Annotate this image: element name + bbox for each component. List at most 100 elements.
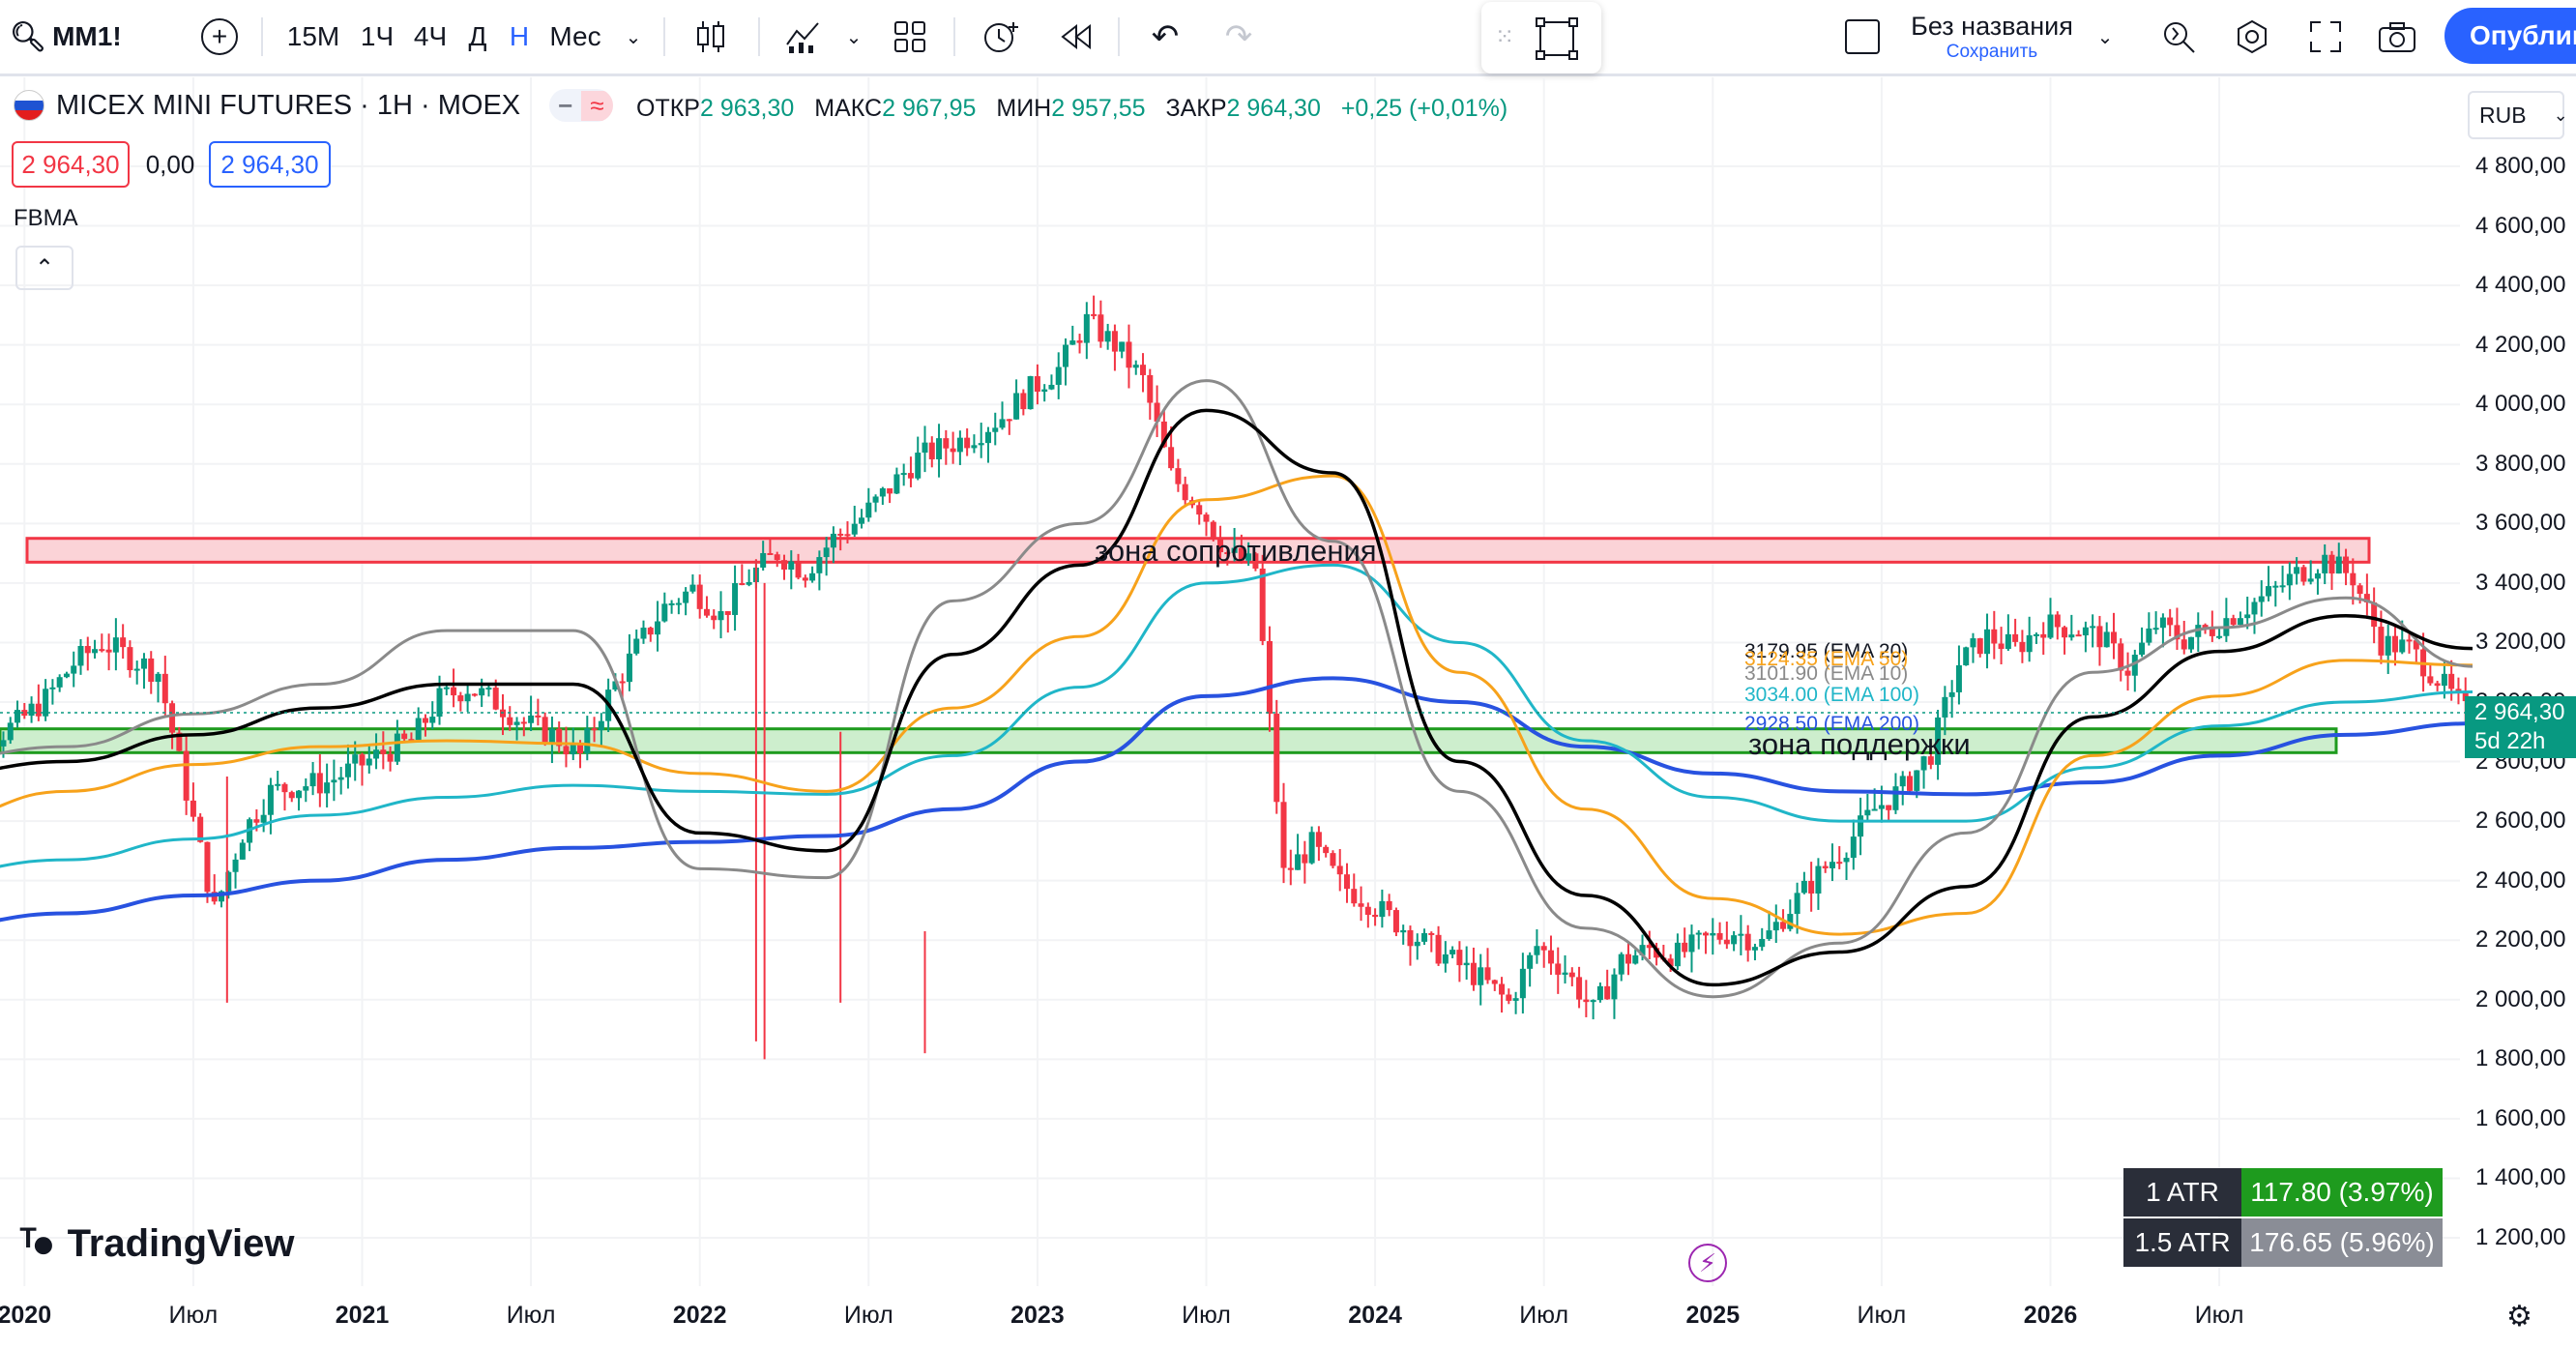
undo-icon[interactable]: ↶ bbox=[1151, 18, 1180, 55]
alert-clock-icon[interactable] bbox=[977, 12, 1025, 62]
candle-body bbox=[548, 728, 555, 744]
candle-body bbox=[1104, 331, 1111, 342]
candle-body bbox=[781, 560, 787, 571]
interval-dropdown-chevron-icon[interactable]: ⌄ bbox=[625, 26, 642, 48]
spread-value: 0,00 bbox=[145, 149, 195, 179]
interval-1h[interactable]: 1Ч bbox=[360, 21, 395, 51]
interval-week[interactable]: Н bbox=[509, 21, 530, 51]
candle-body bbox=[802, 577, 808, 581]
candle-body bbox=[1266, 640, 1273, 715]
candles-style-icon[interactable] bbox=[687, 12, 735, 62]
interval-4h[interactable]: 4Ч bbox=[413, 21, 448, 51]
candle-body bbox=[359, 754, 366, 766]
tradingview-logo[interactable]: ᵀ● TradingView bbox=[19, 1220, 294, 1267]
indicators-icon[interactable] bbox=[779, 12, 828, 62]
candle-body bbox=[1217, 538, 1224, 553]
symbol-search[interactable]: 🔍︎ MM1! bbox=[10, 12, 122, 62]
resistance-zone bbox=[25, 537, 2371, 564]
candle-body bbox=[1069, 340, 1076, 345]
lightning-icon[interactable]: ⚡︎ bbox=[1688, 1244, 1727, 1282]
candle-body bbox=[1132, 365, 1139, 368]
settings-hexagon-icon[interactable] bbox=[2228, 12, 2276, 62]
candle-body bbox=[2399, 639, 2406, 653]
indicators-chevron-icon[interactable]: ⌄ bbox=[845, 26, 863, 48]
candle-body bbox=[204, 841, 211, 893]
currency-select[interactable]: RUB ⌄ bbox=[2468, 91, 2568, 139]
candle-body bbox=[1013, 393, 1020, 420]
camera-icon[interactable] bbox=[2373, 12, 2421, 62]
layout-grid-icon[interactable] bbox=[886, 12, 934, 62]
candle-body bbox=[1695, 932, 1702, 935]
candle-body bbox=[1336, 865, 1343, 875]
save-link[interactable]: Сохранить bbox=[1946, 41, 2038, 62]
price-axis-label: 2 400,00 bbox=[2475, 866, 2566, 894]
symbol-label: MM1! bbox=[52, 21, 122, 51]
price-axis-label: 4 600,00 bbox=[2475, 212, 2566, 239]
candle-body bbox=[1984, 629, 1991, 655]
candle-body bbox=[2124, 670, 2131, 676]
sell-price-box[interactable]: 2 964,30 bbox=[12, 141, 130, 188]
candle-body bbox=[1414, 941, 1420, 947]
buy-price-box[interactable]: 2 964,30 bbox=[209, 141, 331, 188]
candle-body bbox=[1379, 900, 1386, 918]
publish-button[interactable]: Опубликовать bbox=[2444, 8, 2576, 64]
candle-body bbox=[1231, 547, 1238, 553]
drag-handle-icon[interactable]: ⁙ bbox=[1495, 24, 1514, 50]
candle-body bbox=[746, 582, 752, 585]
candle-body bbox=[2159, 617, 2166, 629]
rectangle-tool-icon[interactable] bbox=[1536, 17, 1578, 65]
price-axis-label: 4 200,00 bbox=[2475, 331, 2566, 358]
candle-body bbox=[760, 552, 767, 568]
candle-body bbox=[2272, 585, 2279, 588]
ema50-label: 3124.35 (EMA 50) bbox=[1744, 648, 1908, 670]
redo-icon[interactable]: ↷ bbox=[1224, 18, 1253, 55]
replay-icon[interactable] bbox=[1052, 12, 1100, 62]
layout-name-menu[interactable]: Без названия Сохранить bbox=[1905, 12, 2079, 62]
candle-body bbox=[401, 733, 408, 740]
candle-body bbox=[724, 611, 731, 615]
candle-body bbox=[1590, 1000, 1596, 1003]
interval-day[interactable]: Д bbox=[468, 21, 487, 51]
quick-search-icon[interactable] bbox=[2154, 12, 2203, 62]
square-icon bbox=[1845, 19, 1880, 54]
candle-body bbox=[344, 763, 351, 777]
layout-checkbox[interactable] bbox=[1841, 12, 1884, 62]
add-symbol-button[interactable]: + bbox=[197, 12, 242, 62]
candle-body bbox=[689, 584, 696, 592]
symbol-legend[interactable]: MICEX MINI FUTURES · 1Н · MOEX − ≈ bbox=[14, 89, 613, 122]
candle-body bbox=[535, 715, 542, 718]
candle-body bbox=[598, 720, 604, 731]
candle-body bbox=[1568, 972, 1575, 978]
candle-body bbox=[2181, 639, 2187, 650]
open-value: 2 963,30 bbox=[699, 95, 795, 122]
candle-body bbox=[900, 473, 907, 476]
legend-toggle[interactable]: − ≈ bbox=[549, 89, 613, 122]
layout-chevron-icon[interactable]: ⌄ bbox=[2096, 26, 2114, 48]
candle-body bbox=[830, 533, 836, 548]
candle-body bbox=[1899, 776, 1906, 787]
candle-body bbox=[2300, 567, 2307, 582]
layout-name: Без названия bbox=[1911, 11, 2073, 41]
fullscreen-icon[interactable] bbox=[2301, 12, 2350, 62]
candle-body bbox=[1076, 340, 1083, 343]
candle-body bbox=[232, 859, 239, 872]
interval-month[interactable]: Мес bbox=[549, 21, 601, 51]
ema50-line bbox=[0, 474, 2474, 936]
interval-15m[interactable]: 15М bbox=[286, 21, 340, 51]
candle-body bbox=[1780, 922, 1787, 929]
candle-body bbox=[1041, 389, 1048, 393]
candle-body bbox=[492, 688, 499, 710]
candle-body bbox=[309, 773, 316, 787]
candle-body bbox=[1878, 805, 1885, 809]
ema20-line bbox=[0, 408, 2474, 987]
candle-body bbox=[703, 608, 710, 616]
candle-body bbox=[2391, 635, 2398, 653]
candle-body bbox=[2033, 633, 2039, 636]
collapse-legend-button[interactable]: ⌃ bbox=[15, 246, 73, 290]
chart-settings-gear-icon[interactable]: ⚙ bbox=[2506, 1301, 2532, 1333]
indicator-name[interactable]: FBMA bbox=[14, 205, 78, 231]
price-axis-label: 4 800,00 bbox=[2475, 153, 2566, 179]
price-chart[interactable]: зона сопротивления зона поддержки 3179.95 … bbox=[0, 73, 2576, 1349]
candle-body bbox=[887, 487, 893, 494]
candle-body bbox=[1596, 985, 1603, 1001]
